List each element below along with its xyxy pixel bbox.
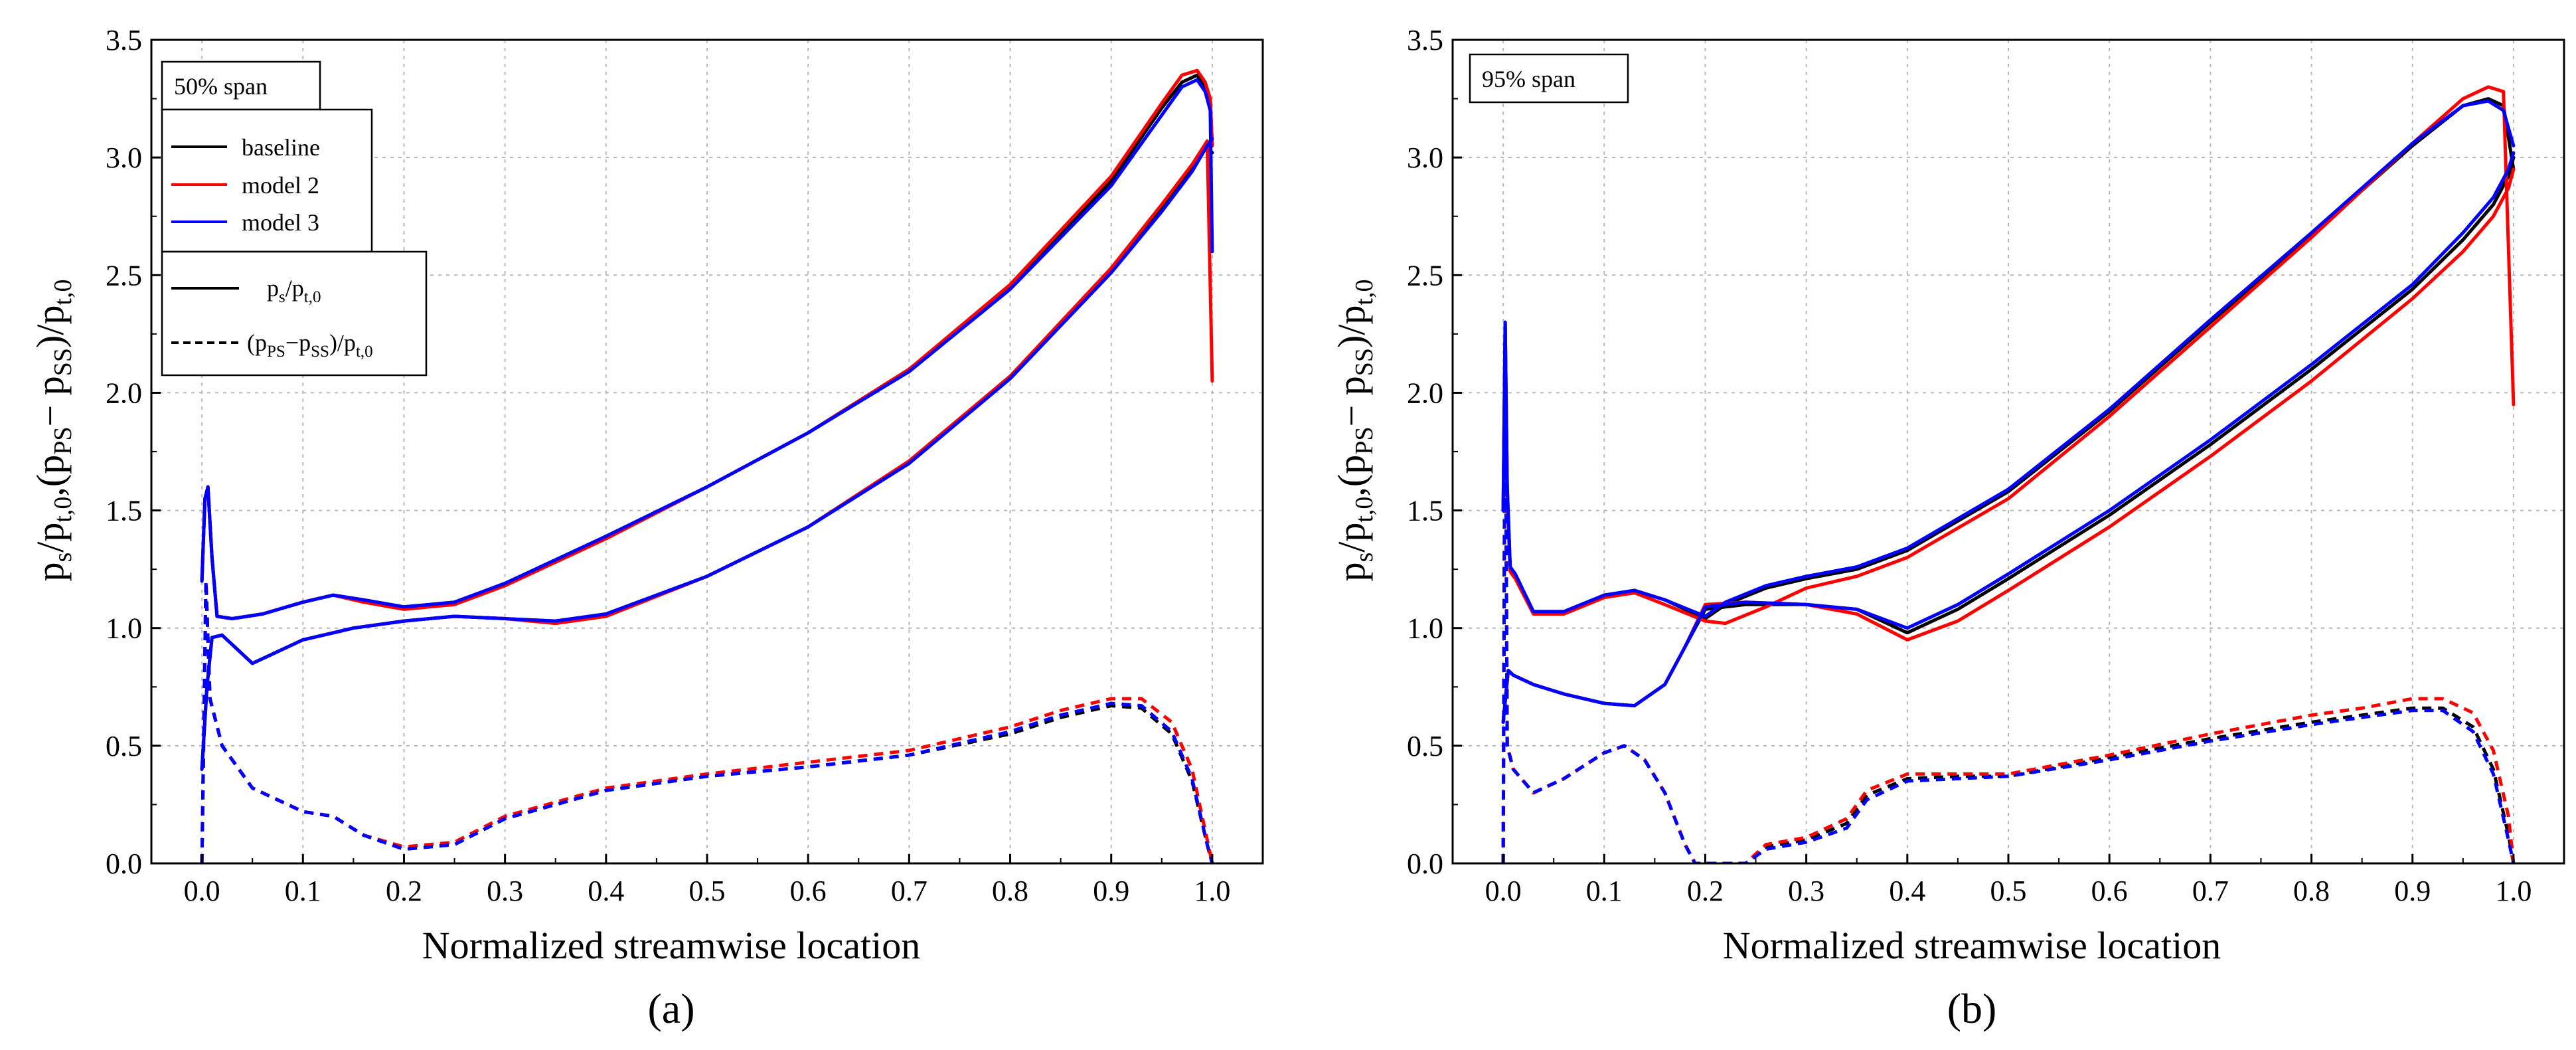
- ticks-b: 0.0 0.1 0.2 0.3 0.4 0.5 0.6 0.7 0.8 0.9 1.0 0.0 0.5 1…: [1407, 24, 2532, 907]
- series-line-model-2-difference: [1501, 344, 2516, 863]
- x-tick-label: 0.9: [1093, 875, 1129, 907]
- y-tick-label: 1.5: [1407, 495, 1443, 527]
- series-line-model-3-upper: [1501, 99, 2516, 618]
- panel-b: 0.0 0.1 0.2 0.3 0.4 0.5 0.6 0.7 0.8 0.9 1.0 0.0 0.5 1…: [1330, 24, 2565, 1032]
- series-b: [1501, 85, 2516, 863]
- ticks-a: 0.0 0.1 0.2 0.3 0.4 0.5 0.6 0.7 0.8 0.9 1.0 0.0 0.5 1…: [106, 24, 1230, 907]
- legend-label-solid: ps/pt,0: [267, 275, 321, 306]
- series-line-model-3-difference: [1501, 320, 2516, 863]
- series-a: [200, 68, 1214, 863]
- series-line-model-3-upper: [200, 78, 1214, 620]
- y-tick-label: 3.5: [1407, 24, 1443, 56]
- x-tick-label: 0.8: [992, 875, 1028, 907]
- y-tick-label: 1.0: [106, 612, 142, 645]
- x-tick-label: 0.3: [487, 875, 523, 907]
- legend-series: baseline model 2 model 3: [161, 108, 373, 253]
- panel-label-b: (b): [1947, 985, 1997, 1032]
- x-tick-label: 1.0: [2495, 875, 2532, 907]
- series-line-model-3-lower: [200, 137, 1214, 771]
- series-line-model-3-difference: [200, 579, 1214, 863]
- x-tick-label: 0.3: [1788, 875, 1824, 907]
- x-tick-label: 0.5: [689, 875, 726, 907]
- y-axis-title-a: ps/pt,0,(pPS− pSS)/pt,0: [29, 279, 77, 581]
- y-tick-label: 0.5: [1407, 730, 1443, 762]
- x-tick-label: 0.7: [891, 875, 927, 907]
- y-tick-label: 0.0: [106, 847, 142, 880]
- grid-b: [1453, 40, 2564, 863]
- x-tick-label: 0.2: [386, 875, 422, 907]
- legend-label-model-2: model 2: [242, 172, 319, 199]
- svg-text:50% span: 50% span: [174, 73, 268, 100]
- x-tick-label: 0.1: [285, 875, 321, 907]
- x-axis-title-a: Normalized streamwise location: [422, 924, 921, 967]
- legend-label-dashed: (pPS−pSS)/pt,0: [247, 329, 373, 361]
- x-tick-label: 0.4: [1889, 875, 1925, 907]
- legend-label-model-3: model 3: [242, 209, 319, 236]
- x-tick-label: 0.0: [184, 875, 220, 907]
- y-tick-label: 2.0: [106, 377, 142, 409]
- span-annotation-a: 50% span: [161, 60, 321, 111]
- y-axis-title-b: ps/pt,0,(pPS− pSS)/pt,0: [1330, 279, 1378, 581]
- series-line-model-3-lower: [1501, 151, 2516, 724]
- x-tick-label: 0.4: [588, 875, 624, 907]
- y-tick-label: 0.0: [1407, 847, 1443, 880]
- y-tick-label: 0.5: [106, 730, 142, 762]
- x-tick-label: 0.1: [1586, 875, 1623, 907]
- y-tick-label: 1.5: [106, 495, 142, 527]
- x-tick-label: 0.9: [2394, 875, 2431, 907]
- x-tick-label: 0.5: [1990, 875, 2027, 907]
- x-tick-label: 0.6: [790, 875, 827, 907]
- y-tick-label: 3.0: [106, 141, 142, 174]
- y-tick-label: 2.5: [106, 259, 142, 292]
- svg-text:95% span: 95% span: [1482, 66, 1575, 92]
- y-tick-label: 3.5: [106, 24, 142, 56]
- x-tick-label: 0.0: [1485, 875, 1522, 907]
- x-tick-label: 1.0: [1194, 875, 1230, 907]
- x-tick-label: 0.8: [2293, 875, 2330, 907]
- y-tick-label: 2.0: [1407, 377, 1443, 409]
- series-line-baseline-difference: [1501, 344, 2516, 863]
- y-tick-label: 2.5: [1407, 259, 1443, 292]
- panel-label-a: (a): [647, 985, 694, 1032]
- y-tick-label: 1.0: [1407, 612, 1443, 645]
- x-tick-label: 0.2: [1687, 875, 1724, 907]
- legend-styles: ps/pt,0 (pPS−pSS)/pt,0: [161, 250, 428, 377]
- panel-a: 0.0 0.1 0.2 0.3 0.4 0.5 0.6 0.7 0.8 0.9 1.0 0.0 0.5 1…: [29, 24, 1264, 1032]
- x-axis-title-b: Normalized streamwise location: [1723, 924, 2221, 967]
- x-tick-label: 0.6: [2091, 875, 2128, 907]
- x-tick-label: 0.7: [2192, 875, 2229, 907]
- span-annotation-b: 95% span: [1469, 53, 1629, 104]
- y-tick-label: 3.0: [1407, 141, 1443, 174]
- legend-label-baseline: baseline: [242, 134, 320, 161]
